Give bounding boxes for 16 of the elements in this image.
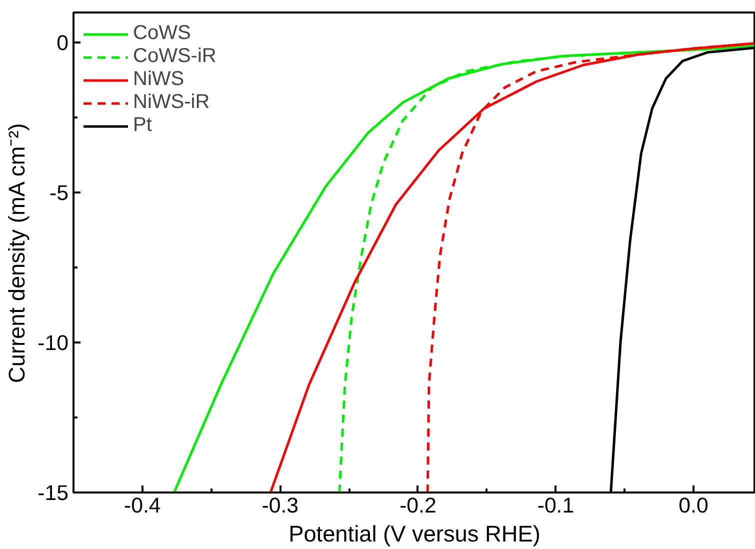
y-tick-label: -10	[38, 331, 69, 355]
y-tick-label: 0	[56, 31, 69, 55]
x-axis-title: Potential (V versus RHE)	[288, 520, 540, 546]
y-axis-title: Current density (mA cm⁻²)	[4, 123, 30, 384]
x-tick-label: -0.2	[400, 494, 436, 518]
x-tick-label: -0.4	[124, 494, 161, 518]
x-tick-label: -0.3	[262, 494, 299, 518]
x-tick-label: -0.1	[537, 494, 574, 518]
legend-label: CoWS	[133, 22, 191, 45]
legend-label: NiWS	[133, 68, 184, 91]
legend-label: NiWS-iR	[133, 91, 210, 114]
x-tick-label: 0.0	[678, 494, 708, 518]
legend-label: CoWS-iR	[133, 45, 216, 68]
y-tick-label: -15	[38, 481, 68, 505]
legend-label: Pt	[133, 114, 153, 137]
y-tick-label: -5	[50, 181, 69, 205]
